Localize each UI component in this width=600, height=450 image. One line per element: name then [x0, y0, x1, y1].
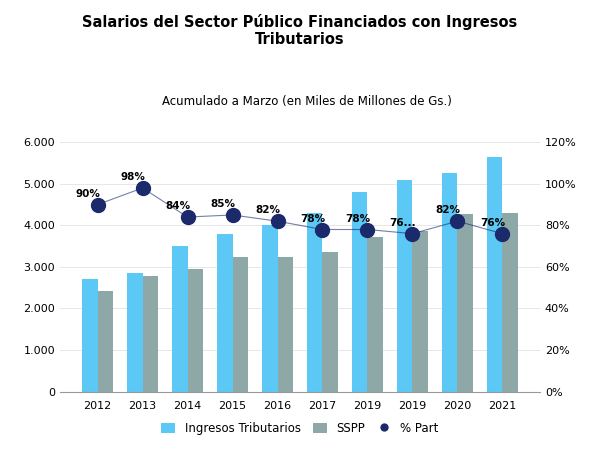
Bar	[397, 180, 412, 392]
Bar	[487, 157, 502, 392]
Text: 78%: 78%	[300, 214, 325, 224]
Text: 90%: 90%	[75, 189, 100, 199]
% Part	[138, 184, 148, 192]
Bar	[127, 273, 143, 392]
Text: 82%: 82%	[255, 205, 280, 216]
Bar	[172, 246, 188, 392]
Text: 78%: 78%	[345, 214, 370, 224]
Text: Acumulado a Marzo (en Miles de Millones de Gs.): Acumulado a Marzo (en Miles de Millones …	[162, 94, 452, 108]
Text: 84%: 84%	[165, 201, 190, 211]
Legend: Ingresos Tributarios, SSPP, % Part: Ingresos Tributarios, SSPP, % Part	[157, 417, 443, 440]
Text: 82%: 82%	[435, 205, 460, 216]
Bar	[307, 213, 322, 392]
% Part	[228, 212, 238, 219]
Bar	[143, 276, 158, 392]
Bar	[82, 279, 98, 392]
Bar	[502, 213, 518, 392]
Text: 85%: 85%	[210, 199, 235, 209]
Bar	[188, 269, 203, 392]
Text: 76%: 76%	[480, 218, 505, 228]
% Part	[93, 201, 103, 208]
Bar	[367, 237, 383, 392]
Bar	[262, 225, 278, 392]
Text: 76...: 76...	[389, 218, 416, 228]
% Part	[362, 226, 372, 233]
Bar	[442, 173, 457, 392]
% Part	[273, 218, 283, 225]
Text: 98%: 98%	[120, 172, 145, 182]
Bar	[322, 252, 338, 392]
% Part	[497, 230, 507, 237]
% Part	[452, 218, 462, 225]
Bar	[457, 214, 473, 392]
Bar	[98, 291, 113, 392]
% Part	[407, 230, 417, 237]
Bar	[217, 234, 233, 392]
% Part	[317, 226, 327, 233]
Text: Salarios del Sector Público Financiados con Ingresos
Tributarios: Salarios del Sector Público Financiados …	[82, 14, 518, 47]
Bar	[412, 231, 428, 392]
Bar	[278, 256, 293, 392]
Bar	[233, 256, 248, 392]
% Part	[183, 213, 193, 220]
Bar	[352, 192, 367, 392]
